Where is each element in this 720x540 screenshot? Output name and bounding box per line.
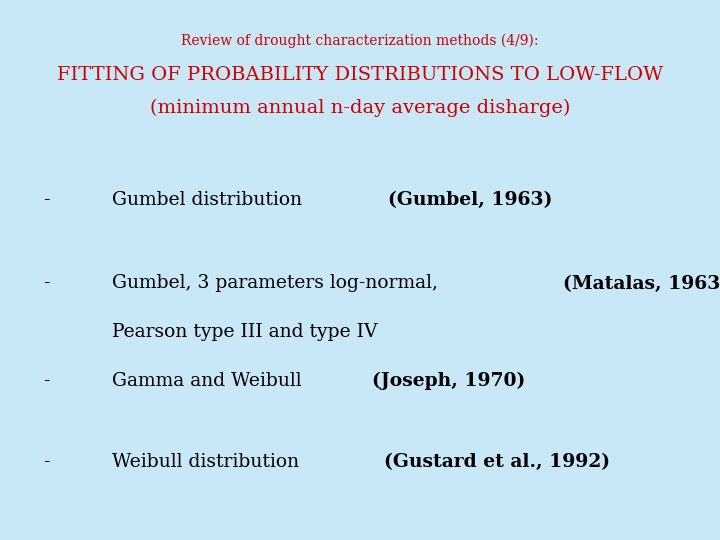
Text: (Joseph, 1970): (Joseph, 1970)	[372, 372, 525, 390]
Text: (Matalas, 1963): (Matalas, 1963)	[563, 274, 720, 293]
Text: (minimum annual n-day average disharge): (minimum annual n-day average disharge)	[150, 99, 570, 117]
Text: Pearson type III and type IV: Pearson type III and type IV	[112, 323, 377, 341]
Text: Gamma and Weibull: Gamma and Weibull	[112, 372, 313, 390]
Text: Weibull distribution: Weibull distribution	[112, 453, 323, 471]
Text: FITTING OF PROBABILITY DISTRIBUTIONS TO LOW-FLOW: FITTING OF PROBABILITY DISTRIBUTIONS TO …	[57, 65, 663, 84]
Text: Review of drought characterization methods (4/9):: Review of drought characterization metho…	[181, 33, 539, 48]
Text: -: -	[43, 191, 50, 209]
Text: Gumbel distribution: Gumbel distribution	[112, 191, 325, 209]
Text: -: -	[43, 372, 50, 390]
Text: -: -	[43, 453, 50, 471]
Text: (Gumbel, 1963): (Gumbel, 1963)	[388, 191, 552, 209]
Text: Gumbel, 3 parameters log-normal,: Gumbel, 3 parameters log-normal,	[112, 274, 462, 293]
Text: -: -	[43, 274, 50, 293]
Text: (Gustard et al., 1992): (Gustard et al., 1992)	[384, 453, 610, 471]
